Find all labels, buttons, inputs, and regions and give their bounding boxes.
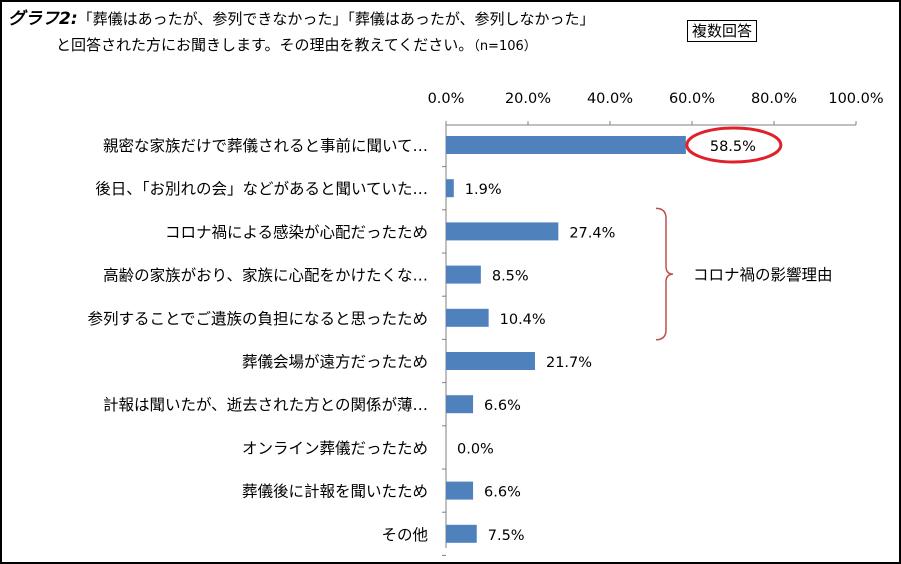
chart-title-prefix: グラフ2: (8, 9, 78, 29)
category-label: 後日、「お別れの会」などがあると聞いていた… (95, 180, 428, 198)
x-tick-label: 0.0% (428, 91, 465, 107)
value-label: 10.4% (500, 312, 546, 328)
value-label: 0.0% (457, 441, 494, 457)
x-tick-label: 100.0% (828, 91, 883, 107)
category-label: 葬儀会場が遠方だったため (242, 353, 428, 371)
x-tick-label: 60.0% (669, 91, 715, 107)
bar (446, 179, 454, 198)
bar (446, 352, 535, 370)
category-label: 参列することでご遺族の負担になると思ったため (87, 310, 428, 328)
chart-title-line1: グラフ2:「葬儀はあったが、参列できなかった」「葬儀はあったが、参列しなかった」 (8, 4, 595, 29)
chart-title-question-cont: と回答された方にお聞きします。その理由を教えてください。 (56, 36, 474, 54)
bar (446, 481, 474, 500)
bar (446, 524, 477, 543)
value-label: 8.5% (492, 269, 529, 285)
reason-bracket (655, 207, 674, 341)
value-label: 1.9% (465, 182, 502, 198)
bar (446, 265, 481, 284)
highlight-ellipse (685, 126, 783, 164)
category-label: 親密な家族だけで葬儀されると事前に聞いて… (103, 137, 428, 155)
bar (446, 136, 686, 154)
bracket-label: コロナ禍の影響理由 (693, 266, 833, 284)
chart-title-question: 「葬儀はあったが、参列できなかった」「葬儀はあったが、参列しなかった」 (77, 10, 595, 28)
x-tick-label: 80.0% (751, 91, 797, 107)
bar (446, 222, 559, 241)
category-label: その他 (381, 526, 428, 544)
x-tick-label: 40.0% (587, 91, 633, 107)
category-label: コロナ禍による感染が心配だったため (165, 223, 428, 241)
chart-title-line2: と回答された方にお聞きします。その理由を教えてください。（n=106） (56, 34, 537, 55)
value-label: 58.5% (710, 139, 756, 155)
value-label: 6.6% (484, 485, 521, 501)
bar (446, 308, 489, 327)
x-tick-label: 20.0% (505, 91, 551, 107)
category-label: オンライン葬儀だったため (242, 439, 428, 457)
category-label: 計報は聞いたが、逝去された方との関係が薄… (103, 396, 428, 414)
value-label: 6.6% (484, 398, 521, 414)
category-label: 高齢の家族がおり、家族に心配をかけたくな… (103, 267, 428, 285)
value-label: 21.7% (546, 355, 592, 371)
bar (446, 395, 474, 414)
category-label: 葬儀後に計報を聞いたため (242, 483, 428, 501)
multiple-answer-badge: 複数回答 (687, 20, 758, 42)
sample-size-note: （n=106） (473, 39, 537, 54)
value-label: 7.5% (488, 528, 525, 544)
value-label: 27.4% (569, 225, 615, 241)
